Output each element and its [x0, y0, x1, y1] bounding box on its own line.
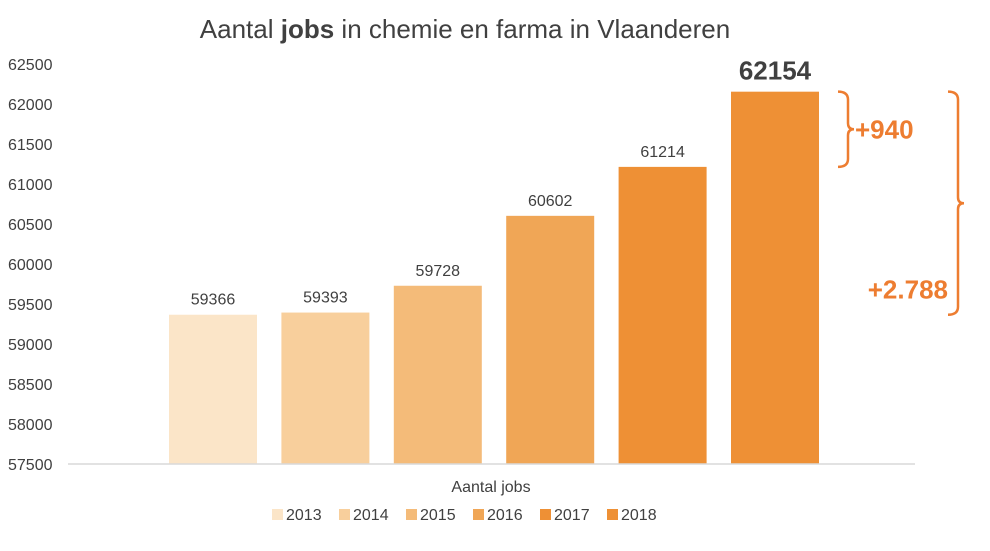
annotation-label: +2.788	[868, 275, 948, 305]
y-tick-label: 61000	[8, 177, 53, 194]
chart-title: Aantal jobs in chemie en farma in Vlaand…	[0, 14, 930, 45]
legend-swatch	[339, 509, 350, 520]
bars	[169, 91, 819, 465]
y-tick-label: 61500	[8, 137, 53, 154]
x-category-label: Aantal jobs	[451, 479, 530, 496]
bar-2018	[731, 91, 819, 465]
annotation-bracket	[947, 90, 965, 316]
y-tick-label: 60500	[8, 217, 53, 234]
data-label-2017: 61214	[640, 144, 685, 161]
data-label-2016: 60602	[528, 193, 573, 210]
legend-entry: 2014	[353, 507, 389, 524]
chart-title-bold: jobs	[280, 14, 335, 44]
annotations: +940 +2.788	[837, 90, 965, 316]
annotation-label: +940	[855, 114, 914, 144]
annotation-bracket	[837, 90, 855, 169]
legend-swatch	[473, 509, 484, 520]
legend: 2013 2014 2015 2016 2017 2018	[272, 507, 657, 524]
bar-2014	[281, 312, 370, 464]
data-label-2013: 59366	[191, 292, 236, 309]
y-axis: 57500 58000 58500 59000 59500 60000 60500 61000…	[8, 57, 53, 474]
y-tick-label: 62500	[8, 57, 53, 74]
legend-entry: 2013	[286, 507, 322, 524]
y-tick-label: 59000	[8, 337, 53, 354]
legend-swatch	[406, 509, 417, 520]
legend-entry: 2017	[554, 507, 590, 524]
chart-title-pre: Aantal	[199, 14, 281, 44]
legend-entry: 2015	[420, 507, 456, 524]
legend-swatch	[607, 509, 618, 520]
legend-swatch	[272, 509, 283, 520]
bar-2016	[506, 215, 595, 464]
data-labels: 59366 59393 59728 60602 61214 62154	[191, 56, 812, 309]
chart-title-post: in chemie en farma in Vlaanderen	[334, 14, 731, 44]
legend-entry: 2016	[487, 507, 523, 524]
data-label-2018: 62154	[739, 56, 812, 86]
data-label-2014: 59393	[303, 290, 348, 307]
y-tick-label: 62000	[8, 97, 53, 114]
y-tick-label: 57500	[8, 457, 53, 474]
bar-2013	[169, 314, 257, 464]
bar-2015	[393, 285, 482, 464]
legend-entry: 2018	[621, 507, 657, 524]
legend-swatch	[540, 509, 551, 520]
y-tick-label: 58000	[8, 417, 53, 434]
bar-2017	[618, 166, 707, 464]
data-label-2015: 59728	[416, 263, 461, 280]
y-tick-label: 58500	[8, 377, 53, 394]
y-tick-label: 60000	[8, 257, 53, 274]
y-tick-label: 59500	[8, 297, 53, 314]
